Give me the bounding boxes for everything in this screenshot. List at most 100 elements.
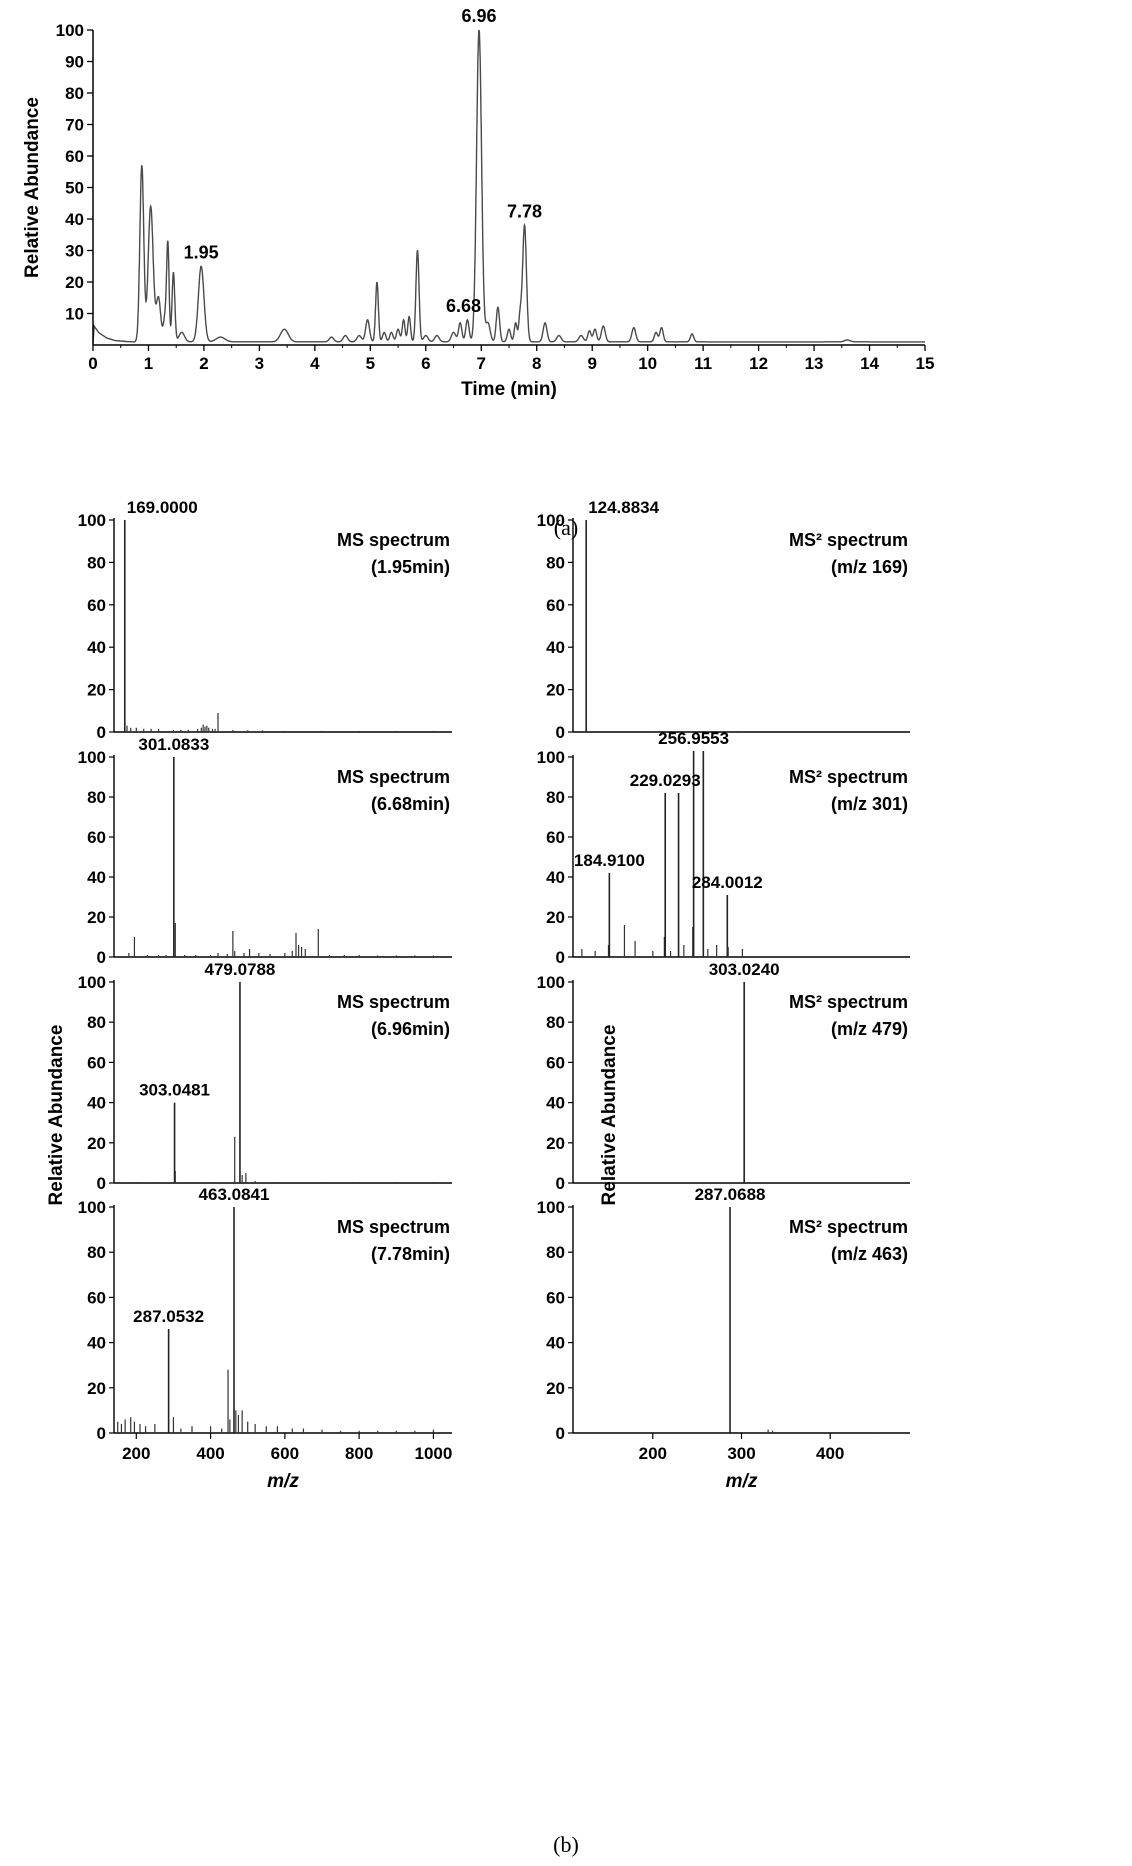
spectrum-y-tick-label: 0 — [556, 723, 565, 742]
spectrum-x-axis-title: m/z — [267, 1471, 299, 1492]
peak-annotation: 1.95 — [184, 242, 219, 262]
x-tick-label: 7 — [477, 354, 486, 373]
spectrum-y-tick-label: 0 — [556, 948, 565, 967]
y-tick-label: 80 — [65, 84, 84, 103]
caption-b: (b) — [553, 1832, 579, 1857]
spectrum-x-tick-label: 300 — [727, 1444, 755, 1463]
spectrum-y-tick-label: 60 — [546, 828, 565, 847]
y-tick-label: 30 — [65, 242, 84, 261]
spectrum-y-tick-label: 80 — [87, 788, 106, 807]
spectrum-y-tick-label: 80 — [546, 1243, 565, 1262]
y-tick-label: 70 — [65, 116, 84, 135]
spectrum-ms-6-68: 0 20 40 60 80 100 301.0833 MS spectrum (6.68min) — [78, 735, 452, 967]
peak-label: 256.9553 — [658, 729, 729, 748]
spectrum-y-tick-label: 40 — [87, 1334, 106, 1353]
y-axis-title: Relative Abundance — [22, 97, 43, 278]
x-tick-label: 15 — [916, 354, 935, 373]
y-tick-label: 10 — [65, 305, 84, 324]
spectrum-subtitle: (7.78min) — [371, 1244, 450, 1264]
spectrum-y-tick-label: 40 — [87, 868, 106, 887]
x-tick-label: 10 — [638, 354, 657, 373]
spectrum-y-tick-label: 60 — [546, 1288, 565, 1307]
spectrum-y-tick-label: 60 — [87, 828, 106, 847]
y-tick-label: 60 — [65, 147, 84, 166]
spectrum-x-tick-label: 200 — [639, 1444, 667, 1463]
spectrum-y-tick-label: 100 — [78, 1198, 106, 1217]
peak-label: 463.0841 — [199, 1185, 270, 1204]
spectrum-y-tick-label: 0 — [556, 1424, 565, 1443]
spectrum-title: MS² spectrum — [789, 530, 908, 550]
y-axis-label-right: Relative Abundance — [599, 1025, 620, 1206]
spectrum-y-tick-label: 60 — [546, 1053, 565, 1072]
y-axis-label-left: Relative Abundance — [46, 1025, 67, 1206]
spectrum-x-tick-label: 400 — [196, 1444, 224, 1463]
x-tick-label: 12 — [749, 354, 768, 373]
spectrum-y-tick-label: 80 — [546, 788, 565, 807]
spectrum-x-tick-label: 600 — [271, 1444, 299, 1463]
x-tick-label: 11 — [694, 354, 712, 373]
spectrum-ms2-169: 0 20 40 60 80 100 124.8834 MS² spectrum (m/z 169… — [537, 498, 910, 742]
spectrum-subtitle: (m/z 301) — [831, 794, 908, 814]
spectrum-ms2-479: 0 20 40 60 80 100 303.0240 MS² spectrum (m/z 479… — [537, 960, 910, 1193]
spectrum-y-tick-label: 100 — [78, 511, 106, 530]
spectrum-y-tick-label: 80 — [87, 1013, 106, 1032]
spectrum-x-tick-label: 1000 — [415, 1444, 453, 1463]
spectrum-y-tick-label: 20 — [87, 908, 106, 927]
spectrum-y-tick-label: 100 — [537, 973, 565, 992]
x-tick-label: 3 — [255, 354, 264, 373]
spectrum-x-tick-label: 400 — [816, 1444, 844, 1463]
peak-label: 124.8834 — [588, 498, 659, 517]
spectrum-y-tick-label: 20 — [87, 1379, 106, 1398]
x-tick-label: 5 — [366, 354, 375, 373]
spectrum-subtitle: (6.68min) — [371, 794, 450, 814]
spectrum-y-tick-label: 100 — [78, 748, 106, 767]
spectrum-y-tick-label: 40 — [546, 638, 565, 657]
spectrum-y-tick-label: 40 — [546, 868, 565, 887]
y-tick-label: 50 — [65, 179, 84, 198]
spectrum-y-tick-label: 0 — [97, 1174, 106, 1193]
spectrum-y-tick-label: 40 — [87, 1094, 106, 1113]
spectrum-y-tick-label: 0 — [97, 723, 106, 742]
spectrum-y-tick-label: 0 — [97, 1424, 106, 1443]
spectrum-y-tick-label: 0 — [556, 1174, 565, 1193]
peak-annotation: 6.96 — [462, 6, 497, 26]
spectrum-y-tick-label: 80 — [87, 553, 106, 572]
caption-a: (a) — [554, 515, 578, 540]
peak-label: 169.0000 — [127, 498, 198, 517]
spectrum-y-tick-label: 100 — [537, 511, 565, 530]
spectrum-y-tick-label: 40 — [546, 1334, 565, 1353]
spectrum-subtitle: (m/z 463) — [831, 1244, 908, 1264]
peak-label: 303.0240 — [709, 960, 780, 979]
spectrum-y-tick-label: 20 — [87, 681, 106, 700]
peak-label: 229.0293 — [630, 771, 701, 790]
spectrum-y-tick-label: 80 — [546, 1013, 565, 1032]
spectrum-subtitle: (m/z 169) — [831, 557, 908, 577]
x-tick-label: 13 — [805, 354, 824, 373]
spectrum-y-tick-label: 100 — [537, 748, 565, 767]
spectra-panels: 0 20 40 60 80 100 169.0000 MS spectrum (1.95min)… — [78, 498, 910, 1492]
y-tick-label: 90 — [65, 53, 84, 72]
spectrum-x-tick-label: 800 — [345, 1444, 373, 1463]
spectrum-y-tick-label: 100 — [78, 973, 106, 992]
spectrum-y-tick-label: 60 — [546, 596, 565, 615]
peak-label: 479.0788 — [204, 960, 275, 979]
spectrum-subtitle: (6.96min) — [371, 1019, 450, 1039]
x-tick-label: 6 — [421, 354, 430, 373]
spectrum-title: MS spectrum — [337, 530, 450, 550]
spectrum-ms-1-95: 0 20 40 60 80 100 169.0000 MS spectrum (1.95min) — [78, 498, 452, 742]
spectrum-title: MS spectrum — [337, 767, 450, 787]
spectrum-title: MS² spectrum — [789, 1217, 908, 1237]
peak-label: 287.0688 — [695, 1185, 766, 1204]
spectrum-subtitle: (1.95min) — [371, 557, 450, 577]
spectrum-y-tick-label: 80 — [546, 553, 565, 572]
spectrum-y-tick-label: 20 — [546, 1134, 565, 1153]
spectrum-y-tick-label: 20 — [87, 1134, 106, 1153]
spectrum-y-tick-label: 80 — [87, 1243, 106, 1262]
spectrum-ms2-463: 0 20 40 60 80 100 287.0688 MS² spectrum (m/z 463… — [537, 1185, 910, 1492]
spectrum-y-tick-label: 20 — [546, 1379, 565, 1398]
chromatogram-trace — [92, 29, 925, 344]
spectrum-subtitle: (m/z 479) — [831, 1019, 908, 1039]
spectrum-y-tick-label: 0 — [97, 948, 106, 967]
spectrum-x-tick-label: 200 — [122, 1444, 150, 1463]
